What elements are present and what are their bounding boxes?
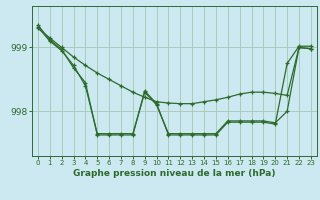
X-axis label: Graphe pression niveau de la mer (hPa): Graphe pression niveau de la mer (hPa) bbox=[73, 169, 276, 178]
